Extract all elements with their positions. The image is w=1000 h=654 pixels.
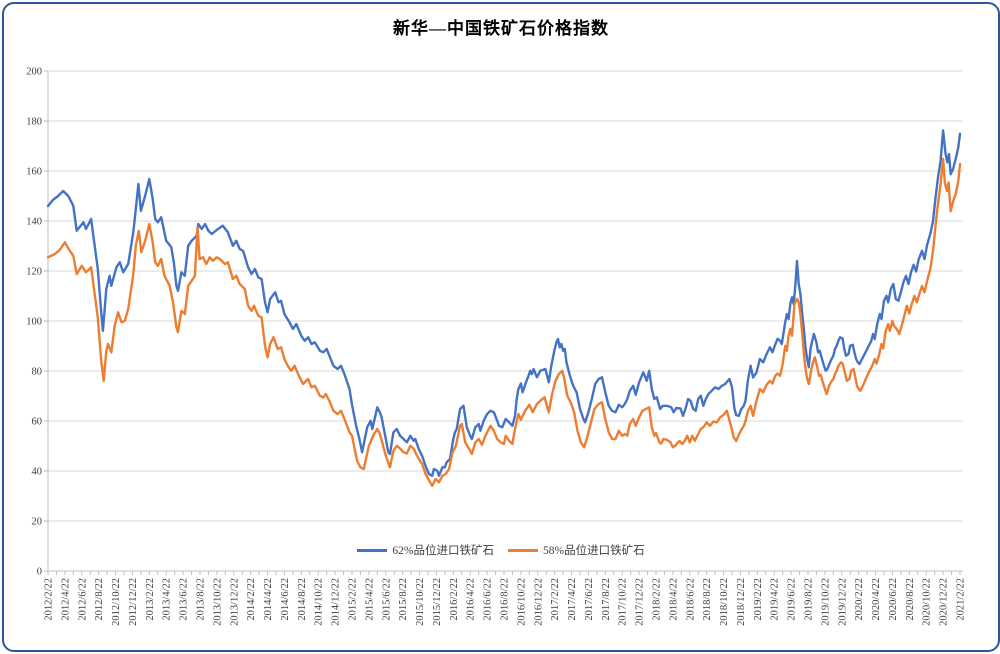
- x-tick-label-2012/6/22: 2012/6/22: [77, 578, 88, 621]
- y-tick-label-200: 200: [26, 67, 42, 78]
- x-tick-label-2015/12/22: 2015/12/22: [432, 578, 443, 626]
- legend-line-swatch-58-icon: [508, 548, 538, 552]
- y-tick-label-120: 120: [26, 267, 42, 278]
- legend-item-62: 62%品位进口铁矿石: [357, 542, 494, 558]
- x-tick-label-2012/10/22: 2012/10/22: [111, 578, 122, 626]
- x-tick-label-2012/8/22: 2012/8/22: [94, 578, 105, 621]
- x-tick-label-2017/4/22: 2017/4/22: [567, 578, 578, 621]
- chart-legend: 62%品位进口铁矿石 58%品位进口铁矿石: [4, 542, 998, 558]
- x-tick-label-2017/2/22: 2017/2/22: [550, 578, 561, 621]
- x-tick-label-2013/10/22: 2013/10/22: [212, 578, 223, 626]
- x-tick-label-2018/12/22: 2018/12/22: [736, 578, 747, 626]
- x-tick-label-2013/8/22: 2013/8/22: [196, 578, 207, 621]
- x-tick-label-2019/12/22: 2019/12/22: [837, 578, 848, 626]
- x-tick-label-2019/10/22: 2019/10/22: [820, 578, 831, 626]
- x-tick-label-2018/6/22: 2018/6/22: [685, 578, 696, 621]
- line-chart-plot: 0 20 40 60 80 100 120 140 160 180 200 2012/2/22 2012…: [26, 67, 967, 626]
- x-tick-label-2014/4/22: 2014/4/22: [263, 578, 274, 621]
- x-tick-label-2015/4/22: 2015/4/22: [364, 578, 375, 621]
- x-tick-label-2013/12/22: 2013/12/22: [229, 578, 240, 626]
- x-tick-label-2020/12/22: 2020/12/22: [939, 578, 950, 626]
- x-tick-label-2018/10/22: 2018/10/22: [719, 578, 730, 626]
- y-tick-label-40: 40: [32, 467, 43, 478]
- x-tick-label-2015/8/22: 2015/8/22: [398, 578, 409, 621]
- x-tick-label-2012/4/22: 2012/4/22: [60, 578, 71, 621]
- x-tick-label-2016/12/22: 2016/12/22: [533, 578, 544, 626]
- x-tick-label-2016/2/22: 2016/2/22: [449, 578, 460, 621]
- y-tick-label-100: 100: [26, 317, 42, 328]
- x-tick-label-2019/8/22: 2019/8/22: [804, 578, 815, 621]
- x-tick-label-2014/12/22: 2014/12/22: [331, 578, 342, 626]
- y-tick-label-140: 140: [26, 217, 42, 228]
- x-tick-label-2019/4/22: 2019/4/22: [770, 578, 781, 621]
- x-tick-label-2019/2/22: 2019/2/22: [753, 578, 764, 621]
- x-tick-label-2021/2/22: 2021/2/22: [956, 578, 967, 621]
- y-tick-label-0: 0: [37, 567, 42, 578]
- x-tick-label-2017/10/22: 2017/10/22: [618, 578, 629, 626]
- x-tick-label-2014/2/22: 2014/2/22: [246, 578, 257, 621]
- x-tick-label-2020/2/22: 2020/2/22: [854, 578, 865, 621]
- legend-item-58: 58%品位进口铁矿石: [508, 542, 645, 558]
- y-tick-label-60: 60: [32, 417, 43, 428]
- x-tick-label-2016/6/22: 2016/6/22: [483, 578, 494, 621]
- x-tick-label-2020/4/22: 2020/4/22: [871, 578, 882, 621]
- x-tick-label-2012/2/22: 2012/2/22: [44, 578, 55, 621]
- legend-label-58: 58%品位进口铁矿石: [543, 545, 645, 557]
- series-line-62: [46, 129, 962, 477]
- y-tick-label-20: 20: [32, 517, 43, 528]
- x-tick-label-2017/6/22: 2017/6/22: [584, 578, 595, 621]
- x-tick-label-2013/2/22: 2013/2/22: [145, 578, 156, 621]
- x-tick-label-2013/6/22: 2013/6/22: [179, 578, 190, 621]
- legend-line-swatch-62-icon: [357, 548, 388, 552]
- x-tick-label-2017/12/22: 2017/12/22: [635, 578, 646, 626]
- y-tick-label-180: 180: [26, 117, 42, 128]
- x-tick-label-2014/6/22: 2014/6/22: [280, 578, 291, 621]
- x-tick-label-2019/6/22: 2019/6/22: [787, 578, 798, 621]
- x-tick-label-2015/10/22: 2015/10/22: [415, 578, 426, 626]
- x-tick-label-2012/12/22: 2012/12/22: [128, 578, 139, 626]
- x-tick-label-2015/6/22: 2015/6/22: [381, 578, 392, 621]
- x-tick-label-2014/10/22: 2014/10/22: [314, 578, 325, 626]
- x-tick-label-2020/6/22: 2020/6/22: [888, 578, 899, 621]
- x-tick-label-2013/4/22: 2013/4/22: [162, 578, 173, 621]
- x-tick-label-2016/10/22: 2016/10/22: [516, 578, 527, 626]
- y-tick-label-160: 160: [26, 167, 42, 178]
- x-tick-label-2016/8/22: 2016/8/22: [500, 578, 511, 621]
- x-tick-label-2014/8/22: 2014/8/22: [297, 578, 308, 621]
- chart-title: 新华—中国铁矿石价格指数: [393, 19, 609, 38]
- series-line-58: [46, 157, 962, 487]
- y-tick-label-80: 80: [32, 367, 43, 378]
- x-tick-label-2018/2/22: 2018/2/22: [652, 578, 663, 621]
- x-tick-label-2015/2/22: 2015/2/22: [348, 578, 359, 621]
- x-tick-label-2018/4/22: 2018/4/22: [668, 578, 679, 621]
- x-tick-label-2016/4/22: 2016/4/22: [466, 578, 477, 621]
- x-tick-label-2017/8/22: 2017/8/22: [601, 578, 612, 621]
- x-tick-label-2020/8/22: 2020/8/22: [905, 578, 916, 621]
- x-tick-label-2020/10/22: 2020/10/22: [922, 578, 933, 626]
- x-tick-label-2018/8/22: 2018/8/22: [702, 578, 713, 621]
- legend-label-62: 62%品位进口铁矿石: [392, 545, 494, 557]
